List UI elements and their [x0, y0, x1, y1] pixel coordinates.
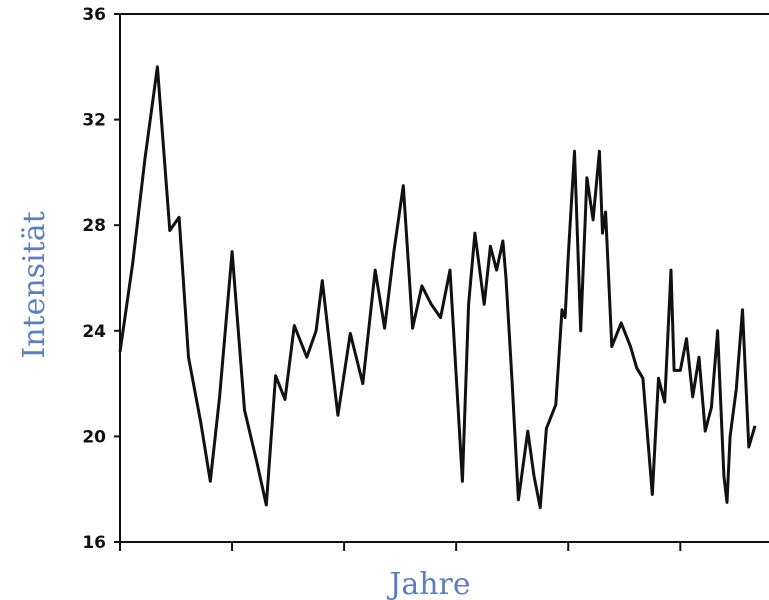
x-axis-title: Jahre — [386, 567, 470, 600]
y-tick-label: 32 — [82, 111, 106, 131]
y-axis-ticks: 16 20 24 28 32 36 — [82, 5, 120, 553]
y-tick-label: 28 — [82, 216, 106, 236]
series-line — [118, 65, 757, 510]
y-tick-label: 24 — [82, 322, 106, 342]
y-tick-label: 36 — [82, 5, 106, 25]
y-tick-label: 20 — [82, 427, 106, 447]
plot-frame — [119, 13, 769, 543]
y-axis-title: Intensität — [17, 211, 52, 358]
x-axis-ticks — [119, 542, 682, 551]
y-tick-label: 16 — [82, 533, 106, 553]
